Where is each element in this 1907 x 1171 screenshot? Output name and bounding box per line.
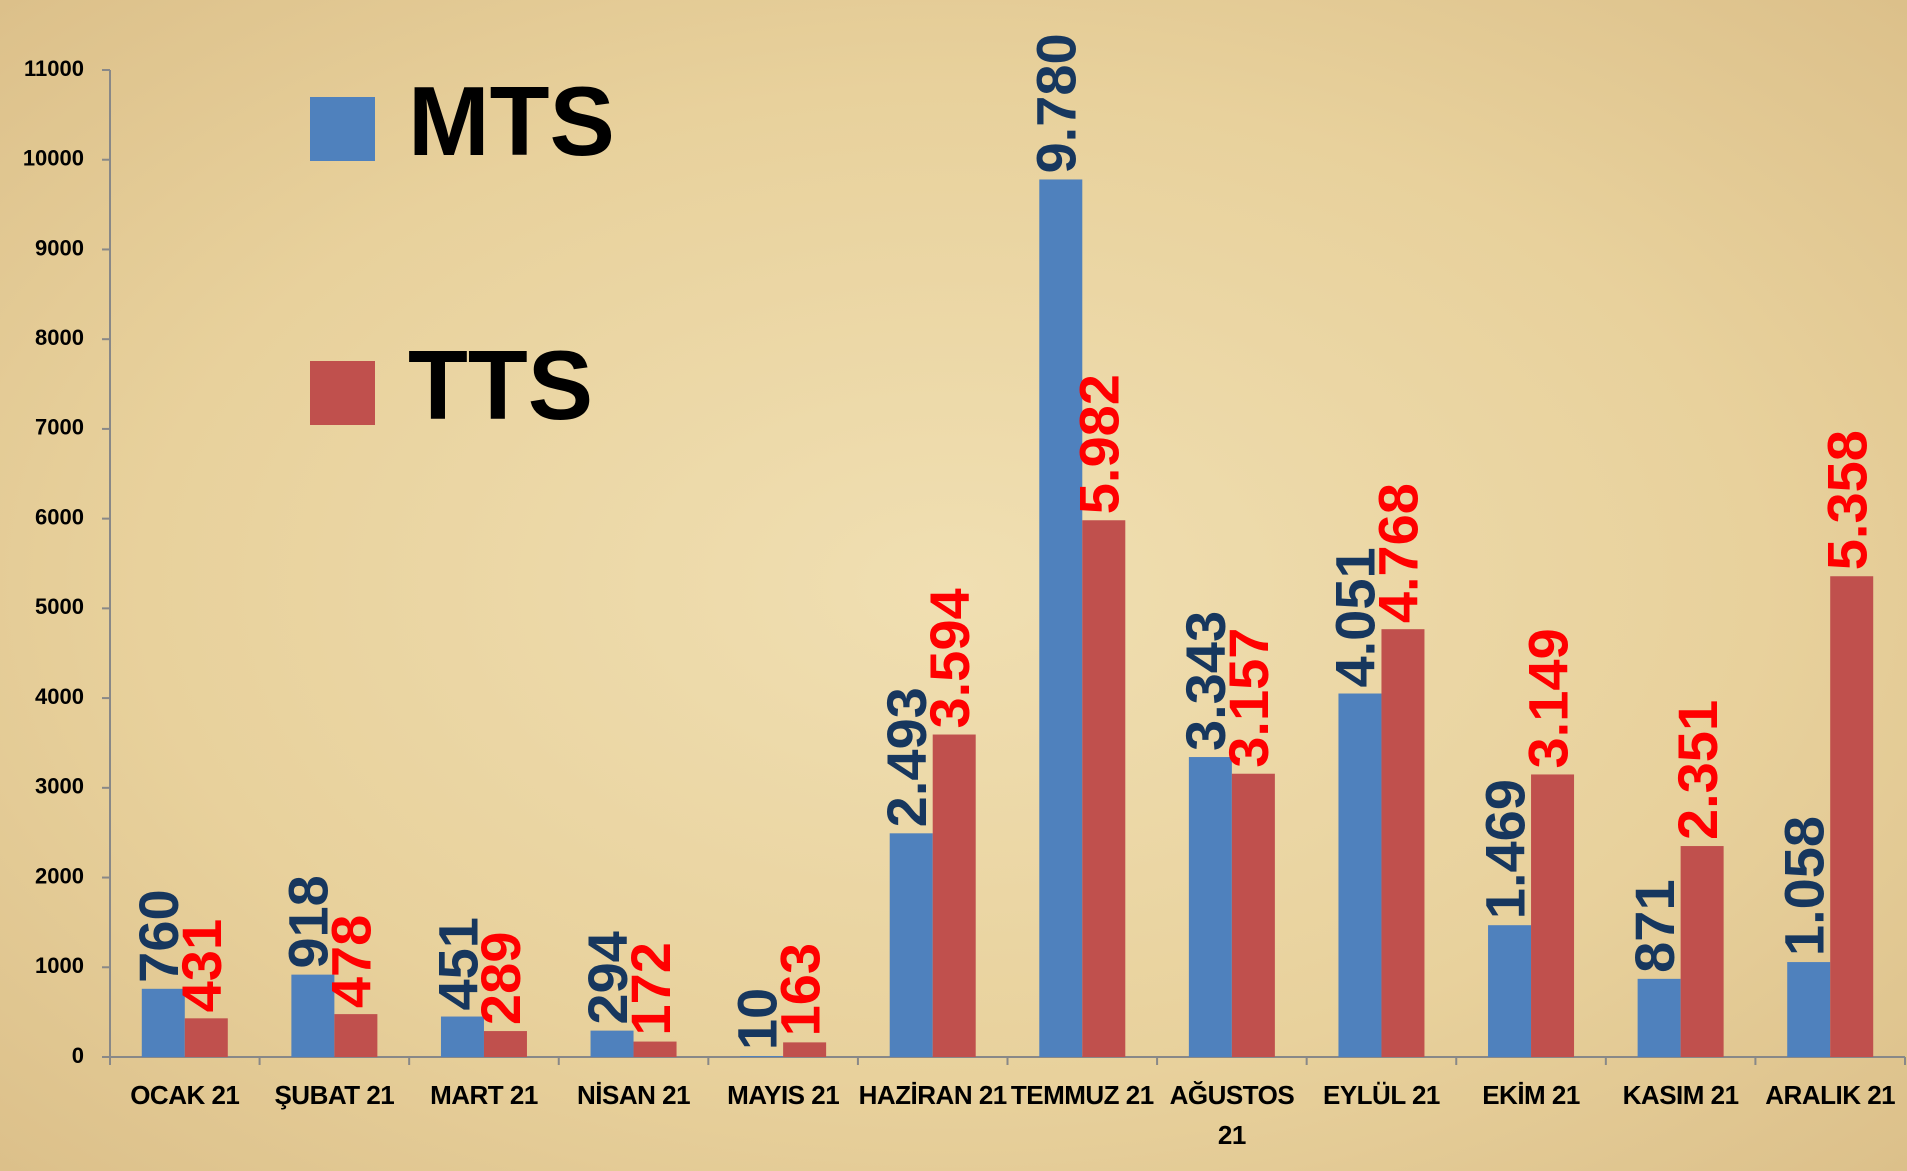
y-tick-label: 11000 [24, 56, 84, 81]
bar [184, 1018, 228, 1057]
y-tick-label: 6000 [35, 504, 84, 529]
bar [740, 1056, 784, 1057]
x-tick-label: HAZİRAN 21 [858, 1080, 1008, 1110]
y-tick-label: 5000 [35, 594, 84, 619]
data-label: 760 [127, 889, 190, 982]
data-label: 4.051 [1324, 547, 1387, 687]
bar [1637, 978, 1681, 1057]
x-tick-label: NİSAN 21 [577, 1080, 691, 1110]
data-label: 478 [320, 915, 383, 1008]
bar [783, 1042, 827, 1057]
bar [291, 974, 335, 1057]
data-label: 294 [576, 931, 639, 1024]
y-tick-label: 10000 [23, 146, 84, 171]
data-label: 3.149 [1516, 628, 1579, 768]
bar [1787, 962, 1831, 1057]
data-label: 431 [170, 919, 233, 1012]
y-tick-label: 9000 [35, 235, 84, 260]
data-label: 9.780 [1025, 33, 1088, 173]
bar [1082, 520, 1126, 1057]
bar [1231, 773, 1275, 1057]
bar [1338, 693, 1382, 1057]
x-tick-label: EYLÜL 21 [1322, 1080, 1440, 1110]
legend-label: MTS [408, 66, 615, 176]
bar [1488, 925, 1532, 1057]
x-tick-label: EKİM 21 [1482, 1080, 1580, 1110]
legend-swatch [310, 361, 375, 425]
x-tick-label: MAYIS 21 [727, 1080, 840, 1110]
x-tick-label: TEMMUZ 21 [1010, 1080, 1154, 1110]
bar [483, 1031, 527, 1057]
y-tick-label: 8000 [35, 325, 84, 350]
bar [440, 1016, 484, 1057]
x-tick-label: OCAK 21 [130, 1080, 240, 1110]
y-tick-label: 7000 [35, 415, 84, 440]
bar [889, 833, 933, 1057]
data-label: 2.493 [875, 687, 938, 827]
data-label: 163 [768, 943, 831, 1036]
data-label: 5.982 [1068, 374, 1131, 514]
data-label: 289 [469, 932, 532, 1025]
data-label: 451 [426, 917, 489, 1010]
y-tick-label: 3000 [35, 774, 84, 799]
data-label: 3.157 [1217, 628, 1280, 768]
data-label: 4.768 [1367, 483, 1430, 623]
data-label: 918 [277, 875, 340, 968]
bar [1381, 629, 1425, 1057]
bar [1680, 846, 1724, 1057]
bar [633, 1041, 677, 1057]
bar [334, 1014, 378, 1057]
x-tick-label: ARALIK 21 [1765, 1080, 1896, 1110]
data-label: 1.058 [1773, 816, 1836, 956]
bar [141, 988, 185, 1057]
legend-label: TTS [408, 330, 593, 440]
data-label: 871 [1623, 879, 1686, 972]
legend-swatch [310, 97, 375, 161]
data-label: 172 [619, 942, 682, 1035]
x-tick-label: KASIM 21 [1622, 1080, 1739, 1110]
data-label: 1.469 [1473, 779, 1536, 919]
x-tick-label: AĞUSTOS 21 [1169, 1080, 1295, 1150]
x-tick-label: ŞUBAT 21 [274, 1080, 395, 1110]
y-tick-label: 1000 [35, 953, 84, 978]
data-label: 5.358 [1816, 430, 1879, 570]
x-tick-label: MART 21 [430, 1080, 538, 1110]
bar [1188, 757, 1232, 1057]
y-tick-label: 0 [72, 1043, 84, 1068]
bar [590, 1030, 634, 1057]
data-label: 3.343 [1174, 611, 1237, 751]
data-label: 2.351 [1666, 700, 1729, 840]
bar [1531, 774, 1575, 1057]
bar [932, 734, 976, 1057]
bar [1830, 576, 1874, 1057]
y-tick-label: 2000 [35, 863, 84, 888]
y-tick-label: 4000 [35, 684, 84, 709]
data-label: 3.594 [918, 588, 981, 728]
data-label: 10 [725, 988, 788, 1050]
bar [1039, 179, 1083, 1057]
